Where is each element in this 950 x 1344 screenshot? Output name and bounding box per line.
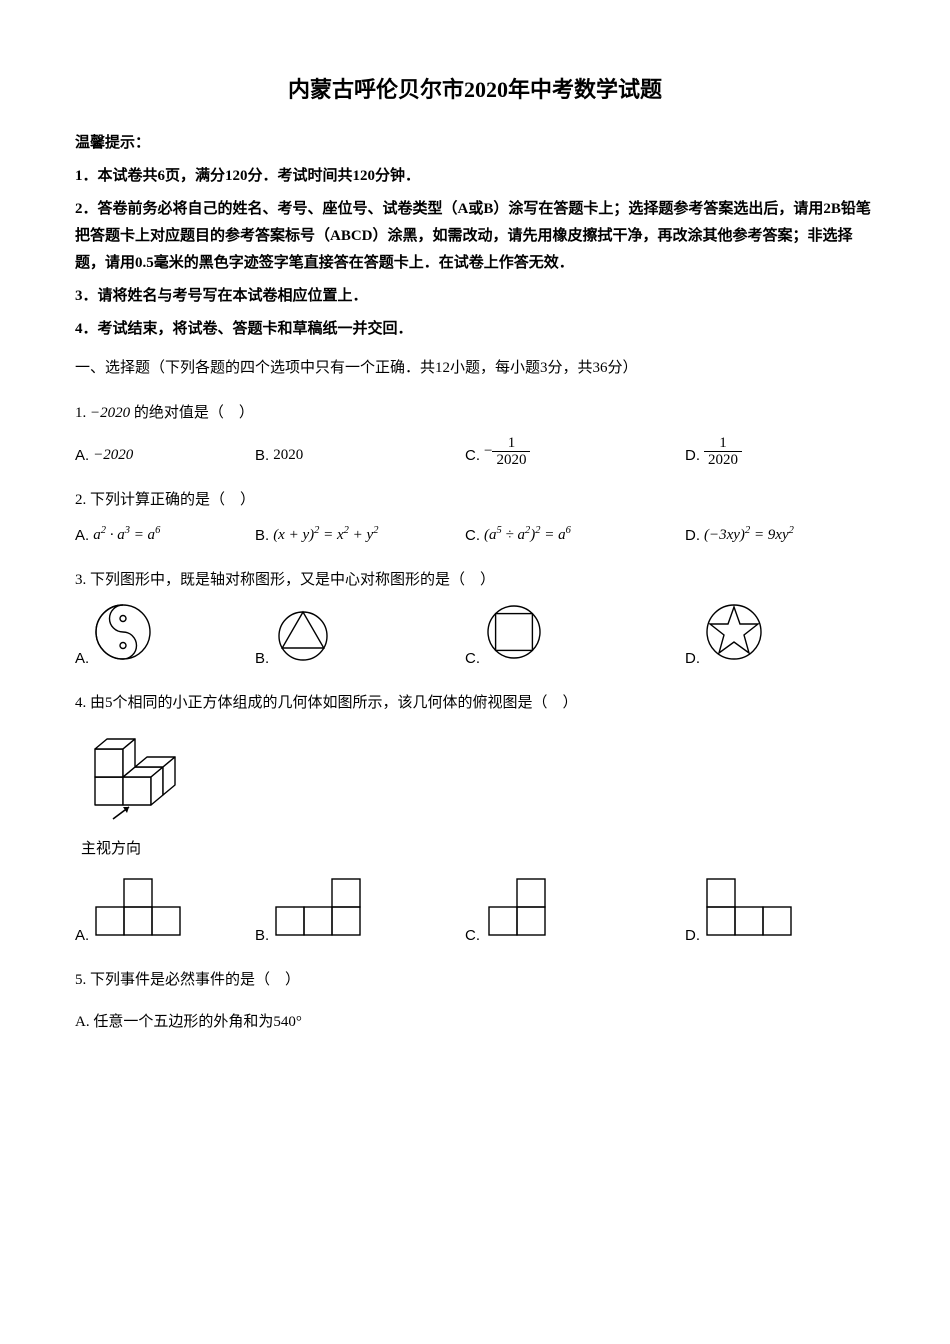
instruction-1: 1．本试卷共6页，满分120分．考试时间共120分钟．: [75, 163, 875, 190]
opt-label-b: B.: [255, 645, 269, 672]
q2-opt-b: B. (x + y)2 = x2 + y2: [255, 522, 465, 549]
instruction-4: 4．考试结束，将试卷、答题卡和草稿纸一并交回．: [75, 316, 875, 343]
q4-options: A. B. C.: [75, 877, 875, 949]
opt-label-a: A.: [75, 522, 89, 549]
instruction-3: 3．请将姓名与考号写在本试卷相应位置上．: [75, 283, 875, 310]
q4-caption: 主视方向: [81, 836, 875, 863]
q2-c-val: (a5 ÷ a2)2 = a6: [484, 522, 571, 549]
opt-label-d: D.: [685, 922, 700, 949]
q4-opt-a: A.: [75, 877, 255, 949]
question-4: 4. 由5个相同的小正方体组成的几何体如图所示，该几何体的俯视图是（ ）: [75, 690, 875, 717]
q1-value: −2020: [90, 405, 130, 421]
hint-label: 温馨提示：: [75, 130, 875, 157]
q4-b-shape: [273, 877, 368, 949]
q3-opt-c: C.: [465, 602, 685, 672]
yinyang-icon: [93, 602, 153, 672]
opt-label-c: C.: [465, 922, 480, 949]
q4-d-shape: [704, 877, 799, 949]
question-5: 5. 下列事件是必然事件的是（ ）: [75, 967, 875, 994]
q1-b-val: 2020: [273, 442, 303, 469]
q2-opt-c: C. (a5 ÷ a2)2 = a6: [465, 522, 685, 549]
star-in-circle-icon: [704, 602, 764, 672]
q5-opt-a: A. 任意一个五边形的外角和为540°: [75, 1009, 875, 1036]
q1-opt-c: C. − 1 2020: [465, 435, 685, 469]
q2-b-val: (x + y)2 = x2 + y2: [273, 522, 378, 549]
opt-label-a: A.: [75, 442, 89, 469]
q1-d-num: 1: [704, 435, 742, 453]
page-title: 内蒙古呼伦贝尔市2020年中考数学试题: [75, 70, 875, 110]
question-1: 1. −2020 的绝对值是（ ）: [75, 400, 875, 427]
q1-stem-post: 的绝对值是（ ）: [130, 405, 254, 421]
q3-options: A. B. C. D.: [75, 602, 875, 672]
instruction-2: 2．答卷前务必将自己的姓名、考号、座位号、试卷类型（A或B）涂写在答题卡上；选择…: [75, 196, 875, 277]
opt-label-b: B.: [255, 922, 269, 949]
opt-label-d: D.: [685, 645, 700, 672]
question-2: 2. 下列计算正确的是（ ）: [75, 487, 875, 514]
q1-a-val: −2020: [93, 442, 133, 469]
opt-label-d: D.: [685, 522, 700, 549]
q1-stem-pre: 1.: [75, 405, 90, 421]
triangle-in-circle-icon: [273, 602, 333, 672]
opt-label-a: A.: [75, 922, 89, 949]
square-in-circle-icon: [484, 602, 544, 672]
q2-a-val: a2 · a3 = a6: [93, 522, 160, 549]
q1-options: A. −2020 B. 2020 C. − 1 2020 D. 1 2020: [75, 435, 875, 469]
q1-d-den: 2020: [704, 452, 742, 469]
opt-label-b: B.: [255, 442, 269, 469]
opt-label-c: C.: [465, 442, 480, 469]
q4-opt-d: D.: [685, 877, 865, 949]
q1-opt-a: A. −2020: [75, 442, 255, 469]
q1-c-neg: −: [484, 438, 492, 465]
q4-solid-figure: [85, 727, 875, 832]
q3-opt-d: D.: [685, 602, 865, 672]
q2-options: A. a2 · a3 = a6 B. (x + y)2 = x2 + y2 C.…: [75, 522, 875, 549]
q3-opt-a: A.: [75, 602, 255, 672]
q2-d-val: (−3xy)2 = 9xy2: [704, 522, 794, 549]
q3-opt-b: B.: [255, 602, 465, 672]
q1-opt-d: D. 1 2020: [685, 435, 865, 469]
instructions-block: 温馨提示： 1．本试卷共6页，满分120分．考试时间共120分钟． 2．答卷前务…: [75, 130, 875, 343]
q4-opt-b: B.: [255, 877, 465, 949]
q4-a-shape: [93, 877, 188, 949]
q1-c-frac: 1 2020: [492, 435, 530, 469]
opt-label-d: D.: [685, 442, 700, 469]
opt-label-a: A.: [75, 645, 89, 672]
q4-c-shape: [484, 877, 554, 949]
opt-label-c: C.: [465, 645, 480, 672]
q4-opt-c: C.: [465, 877, 685, 949]
q1-c-num: 1: [492, 435, 530, 453]
q2-opt-a: A. a2 · a3 = a6: [75, 522, 255, 549]
q2-opt-d: D. (−3xy)2 = 9xy2: [685, 522, 865, 549]
section-1-header: 一、选择题（下列各题的四个选项中只有一个正确．共12小题，每小题3分，共36分）: [75, 355, 875, 382]
question-3: 3. 下列图形中，既是轴对称图形，又是中心对称图形的是（ ）: [75, 567, 875, 594]
q1-c-den: 2020: [492, 452, 530, 469]
opt-label-c: C.: [465, 522, 480, 549]
q1-d-frac: 1 2020: [704, 435, 742, 469]
opt-label-b: B.: [255, 522, 269, 549]
q1-opt-b: B. 2020: [255, 442, 465, 469]
